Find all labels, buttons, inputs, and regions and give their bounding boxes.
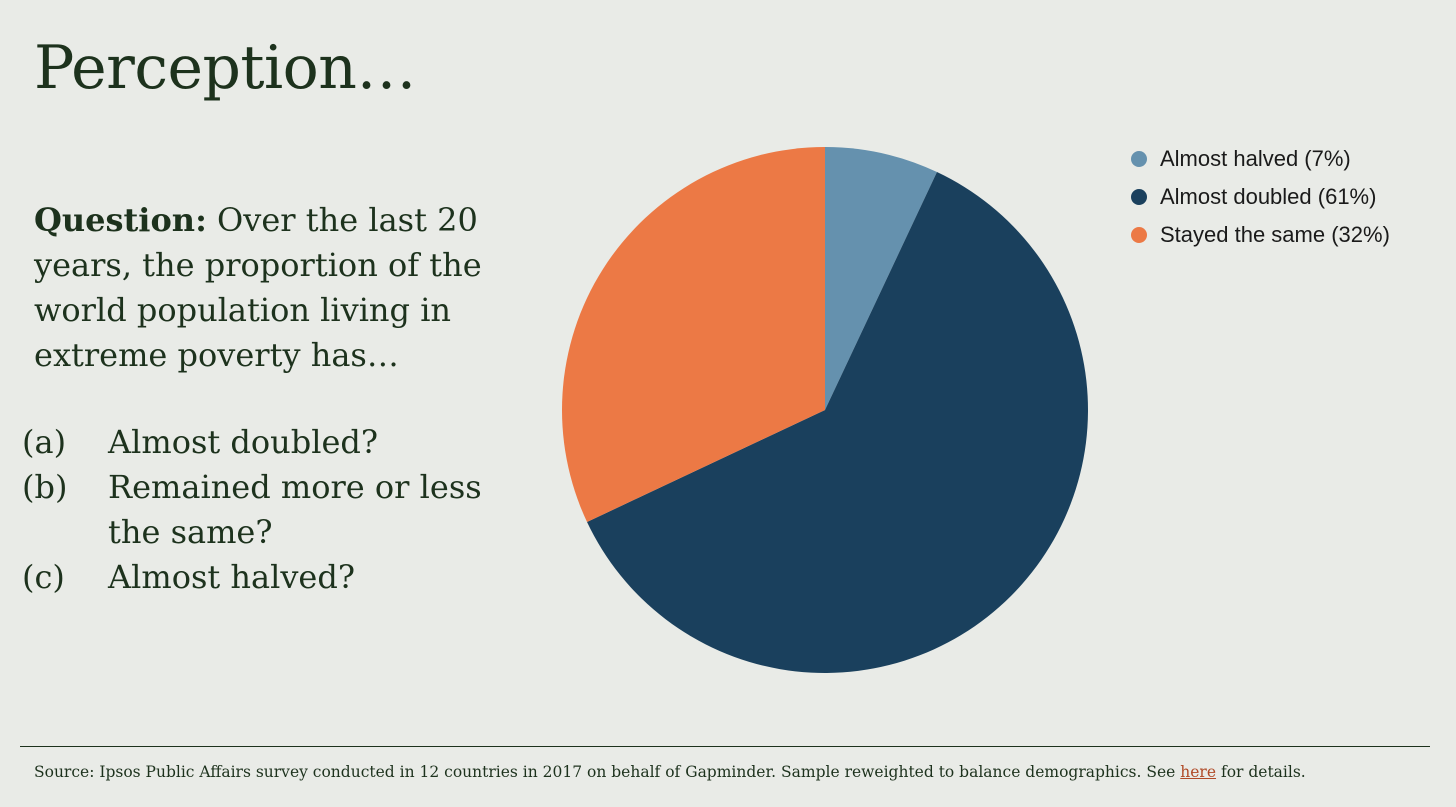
source-details-link[interactable]: here <box>1180 763 1217 781</box>
legend-label: Almost doubled (61%) <box>1160 184 1377 209</box>
question-label: Question: <box>34 201 207 239</box>
source-suffix: for details. <box>1220 763 1306 781</box>
legend-swatch <box>1131 227 1147 243</box>
legend-swatch <box>1131 189 1147 205</box>
legend-label: Stayed the same (32%) <box>1160 222 1390 247</box>
pie-slice-2 <box>587 172 1088 673</box>
legend-item: Almost halved (7%) <box>1128 140 1390 178</box>
pie-chart <box>561 147 1088 673</box>
option-letter: (b) <box>22 468 68 506</box>
legend-swatch <box>1131 151 1147 167</box>
option-letter: (c) <box>22 558 65 596</box>
question-text: Question: Over the last 20 years, the pr… <box>34 198 504 378</box>
chart-legend: Almost halved (7%) Almost doubled (61%) … <box>1128 140 1390 254</box>
pie-slice-3 <box>561 147 825 522</box>
answer-options: (a) Almost doubled? (b) Remained more or… <box>22 420 522 600</box>
legend-item: Stayed the same (32%) <box>1128 216 1390 254</box>
footer-divider <box>20 746 1430 747</box>
answer-option: (b) Remained more or less the same? <box>22 465 522 555</box>
legend-item: Almost doubled (61%) <box>1128 178 1390 216</box>
option-text: Remained more or less the same? <box>108 468 482 551</box>
answer-option: (a) Almost doubled? <box>22 420 522 465</box>
option-text: Almost doubled? <box>108 423 379 461</box>
question-body: Over the last 20 years, the proportion o… <box>34 201 482 374</box>
slide-title: Perception… <box>34 33 416 103</box>
source-note: Source: Ipsos Public Affairs survey cond… <box>34 760 1306 784</box>
answer-option: (c) Almost halved? <box>22 555 522 600</box>
pie-slice-1 <box>825 147 937 410</box>
option-letter: (a) <box>22 423 67 461</box>
legend-label: Almost halved (7%) <box>1160 146 1351 171</box>
source-text: Source: Ipsos Public Affairs survey cond… <box>34 763 1176 781</box>
option-text: Almost halved? <box>108 558 355 596</box>
